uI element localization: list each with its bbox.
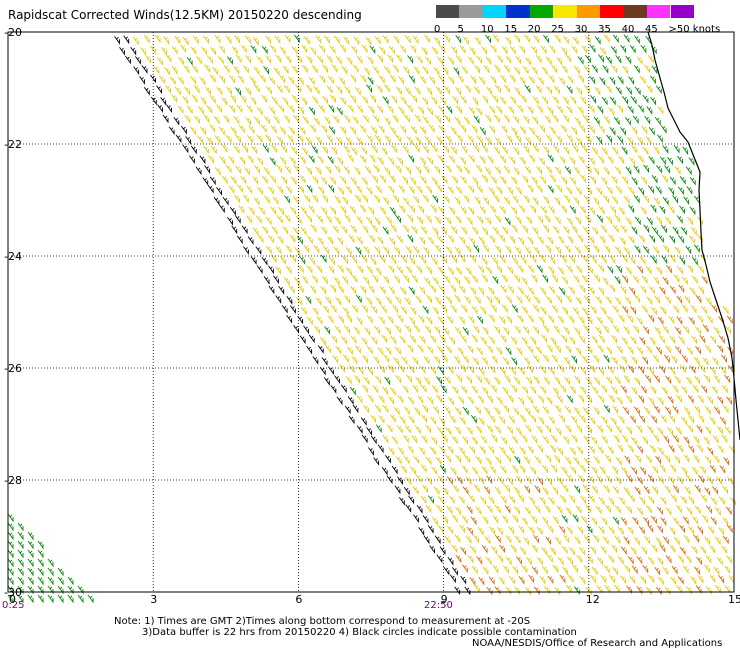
colorbar-label: 40 [621, 24, 635, 35]
colorbar-swatch [647, 5, 671, 18]
axis-ticks: 0 3 6 9 12 15 -20 -22 -24 -26 -28 -30 [4, 26, 740, 606]
x-tick-label: 9 [441, 593, 448, 606]
wind-barbs-swath-edge [114, 35, 471, 596]
mid-time-label: 22:50 [424, 600, 453, 611]
colorbar-swatch [623, 5, 648, 18]
colorbar-swatch [529, 5, 554, 18]
colorbar-swatch [670, 5, 694, 18]
wind-barbs-layer [7, 34, 736, 604]
y-tick-label: -20 [4, 26, 22, 39]
credit-line: NOAA/NESDIS/Office of Research and Appli… [472, 638, 723, 649]
colorbar-swatch [600, 5, 624, 18]
y-tick-label: -22 [4, 138, 22, 151]
colorbar-label: 10 [480, 24, 494, 35]
colorbar-swatch [459, 5, 483, 18]
map-title: Rapidscat Corrected Winds(12.5KM) 201502… [8, 8, 362, 22]
y-tick-label: -24 [4, 250, 22, 263]
colorbar-swatch [436, 5, 460, 18]
note-line-2: 3)Data buffer is 22 hrs from 20150220 4)… [142, 627, 577, 638]
y-tick-label: -30 [4, 586, 22, 599]
x-tick-label: 15 [728, 593, 740, 606]
lat-lon-grid [8, 32, 734, 592]
colorbar-swatch [482, 5, 507, 18]
map-frame [7, 31, 735, 593]
colorbar-label: 5 [457, 24, 464, 35]
notes-block: Note: 1) Times are GMT 2)Times along bot… [114, 616, 577, 638]
colorbar-label: 0 [434, 24, 441, 35]
colorbar-label: 15 [504, 24, 518, 35]
y-tick-label: -26 [4, 362, 22, 375]
wind-barbs-low [7, 34, 700, 604]
colorbar-swatch [576, 5, 601, 18]
note-line-1: Note: 1) Times are GMT 2)Times along bot… [114, 616, 531, 627]
colorbar-label: 35 [598, 24, 611, 35]
wind-barbs-mid [132, 34, 736, 596]
x-tick-label: 3 [150, 593, 157, 606]
colorbar-label: 45 [645, 24, 658, 35]
colorbar-swatch [506, 5, 530, 18]
x-tick-label: 0 [9, 593, 16, 606]
colorbar-label: >50 knots [668, 24, 721, 35]
colorbar-swatch [553, 5, 577, 18]
colorbar-label: 30 [574, 24, 588, 35]
colorbar-label: 20 [527, 24, 541, 35]
x-tick-label: 12 [586, 593, 600, 606]
start-time-label: 0:25 [2, 600, 25, 611]
y-tick-label: -28 [4, 474, 22, 487]
x-tick-label: 6 [295, 593, 302, 606]
wind-barbs-high [446, 265, 734, 596]
coastline [647, 31, 740, 441]
colorbar-label: 25 [551, 24, 564, 35]
